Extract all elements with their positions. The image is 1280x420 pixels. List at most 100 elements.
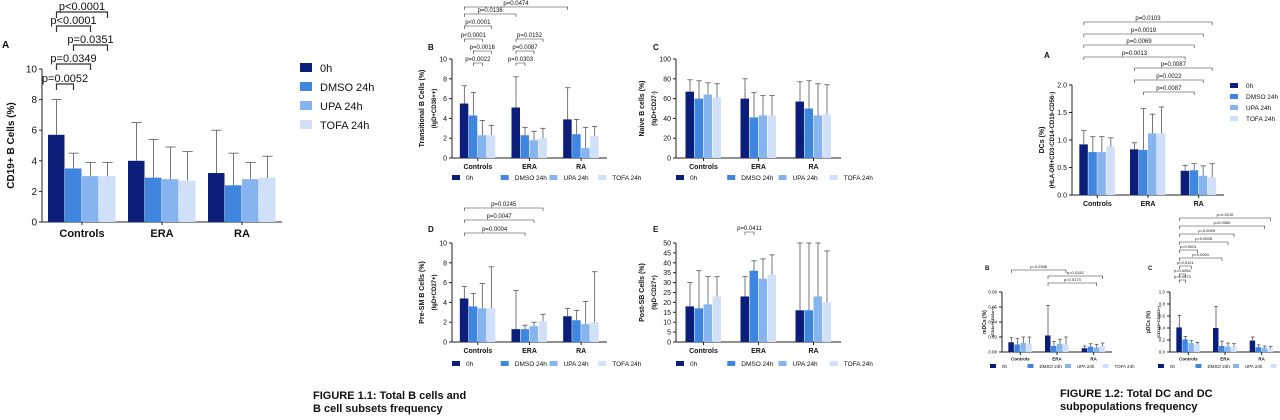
significance-bracket xyxy=(473,50,492,54)
p-value-label: p=0.0009 xyxy=(1198,228,1216,233)
bar-0h xyxy=(685,306,694,342)
significance-bracket xyxy=(1179,265,1192,269)
legend-swatch xyxy=(676,175,684,180)
bar-0h xyxy=(1176,327,1182,352)
bar-0h xyxy=(563,316,572,342)
significance-bracket xyxy=(464,207,544,211)
y-tick-label: 2.0 xyxy=(1057,82,1067,89)
legend-label: 0h xyxy=(466,175,474,182)
x-tick-label: RA xyxy=(576,348,586,355)
chart-panel-4: E Post-SB Cells (%) (IgD-CD27+) 0 5 10 15 20 25 3… xyxy=(639,225,873,368)
x-tick-label: RA xyxy=(808,348,818,355)
legend-label: DMSO 24h xyxy=(320,82,374,94)
legend-label: DMSO 24h xyxy=(1040,364,1063,369)
bar-upa-24h xyxy=(242,179,259,222)
p-value-label: p=0.0152 xyxy=(1067,270,1085,275)
bar-tofa-24h xyxy=(590,136,599,158)
bar-0h xyxy=(563,119,572,158)
p-value-label: p=0.0136 xyxy=(478,8,504,14)
y-tick-label: 1.5 xyxy=(1057,110,1067,117)
p-value-label: p=0.0022 xyxy=(1156,74,1182,80)
y-axis-sublabel: (CD1c+CD11c+) xyxy=(990,306,995,336)
bar-dmso-24h xyxy=(749,270,758,342)
bar-upa-24h xyxy=(1097,152,1106,195)
y-tick-label: 40 xyxy=(663,260,671,267)
bar-0h xyxy=(1079,144,1088,195)
bar-0h xyxy=(1130,149,1139,195)
bar-tofa-24h xyxy=(712,296,721,342)
legend-swatch xyxy=(829,175,838,180)
bar-0h xyxy=(1081,348,1088,352)
x-tick-label: Controls xyxy=(689,348,718,355)
legend-swatch xyxy=(549,361,558,366)
bar-upa-24h xyxy=(1020,343,1026,352)
x-tick-label: ERA xyxy=(1141,201,1156,208)
bar-0h xyxy=(1008,342,1014,352)
y-tick-label: 60 xyxy=(663,96,671,103)
bar-upa-24h xyxy=(758,115,767,158)
bar-upa-24h xyxy=(1093,347,1100,352)
x-tick-label: RA xyxy=(576,164,586,171)
bar-dmso-24h xyxy=(1219,346,1225,352)
bar-0h xyxy=(459,298,469,342)
legend-swatch xyxy=(990,364,996,368)
y-tick-label: 2 xyxy=(443,320,447,327)
p-value-label: p=0.0016 xyxy=(470,45,496,51)
bar-tofa-24h xyxy=(767,115,776,158)
significance-bracket xyxy=(1143,91,1195,95)
legend-swatch xyxy=(1230,105,1238,110)
bar-dmso-24h xyxy=(145,177,162,222)
significance-bracket xyxy=(1179,225,1265,229)
bar-0h xyxy=(208,173,225,222)
legend-swatch xyxy=(778,361,787,366)
y-tick-label: 6 xyxy=(31,126,37,137)
x-tick-label: ERA xyxy=(1220,357,1230,362)
legend-label: 0h xyxy=(1170,364,1176,369)
significance-bracket xyxy=(1134,67,1213,71)
p-value-label: p=0.0264 xyxy=(1174,268,1192,273)
legend-swatch xyxy=(1270,364,1277,368)
y-tick-label: 10 xyxy=(439,240,447,247)
y-tick-label: 25 xyxy=(663,290,671,297)
bar-tofa-24h xyxy=(179,180,196,222)
bar-dmso-24h xyxy=(468,306,478,342)
bar-upa-24h xyxy=(529,326,538,342)
legend-label: 0h xyxy=(1002,364,1008,369)
bar-upa-24h xyxy=(1198,175,1208,195)
significance-bracket xyxy=(464,232,526,236)
y-axis-sublabel: (CD123+CD303+) xyxy=(1156,305,1161,338)
y-axis-label: pDCs (%) xyxy=(1146,311,1152,334)
bar-upa-24h xyxy=(477,308,487,342)
legend-label: 0h xyxy=(1246,83,1254,90)
legend-label: TOFA 24h xyxy=(1246,116,1276,123)
y-tick-label: 0 xyxy=(31,218,37,229)
x-tick-label: Controls xyxy=(463,164,492,171)
significance-bracket xyxy=(1083,44,1195,48)
legend-swatch xyxy=(1230,83,1238,88)
p-value-label: p<0.0001 xyxy=(59,1,105,13)
significance-bracket xyxy=(1179,279,1186,283)
legend-swatch xyxy=(676,361,684,366)
legend-label: 0h xyxy=(690,361,698,368)
y-tick-label: 4 xyxy=(443,116,447,123)
bar-upa-24h xyxy=(703,304,712,342)
legend-label: DMSO 24h xyxy=(741,361,774,368)
bar-0h xyxy=(1045,335,1051,352)
legend-swatch xyxy=(727,361,736,366)
bar-0h xyxy=(795,310,804,342)
y-axis-sublabel: (IgD+CD27+) xyxy=(432,274,438,310)
chart-panel-0: A CD19+ B Cells (%) 0 2 4 6 8 10 Controls ERA RA 0h… xyxy=(2,1,374,240)
y-axis-sublabel: (IgD-CD27+) xyxy=(652,275,658,310)
significance-bracket xyxy=(1179,257,1223,261)
p-value-label: p=0.0152 xyxy=(517,33,543,39)
bar-tofa-24h xyxy=(822,302,831,342)
p-value-label: p=0.0005 xyxy=(1195,236,1213,241)
p-value-label: p=0.0047 xyxy=(487,214,513,220)
bar-tofa-24h xyxy=(822,114,831,158)
p-value-label: p=0.0474 xyxy=(503,1,529,7)
bar-tofa-24h xyxy=(590,322,599,342)
significance-bracket xyxy=(1179,241,1229,245)
y-tick-label: 0 xyxy=(667,339,671,346)
bar-0h xyxy=(511,329,520,342)
